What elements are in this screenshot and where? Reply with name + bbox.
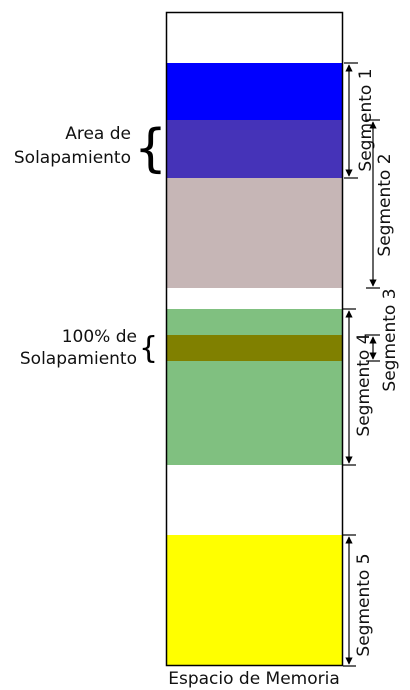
overlap-area-label-line1: Area de — [65, 124, 131, 144]
segment-2-block — [167, 178, 342, 288]
segment-5-dimension — [343, 534, 356, 667]
segment-5-label: Segmento 5 — [354, 553, 374, 656]
full-overlap-block — [167, 335, 342, 361]
overlap-area-brace: { — [134, 119, 167, 179]
full-overlap-label-line1: 100% de — [62, 327, 137, 347]
segment-4-dimension — [343, 308, 356, 466]
overlap-area-label-line2: Solapamiento — [14, 148, 131, 168]
full-overlap-brace: { — [139, 331, 158, 366]
segment-2-dimension — [366, 119, 380, 289]
segment-3-label: Segmento 3 — [380, 288, 400, 391]
memory-outline — [165, 11, 344, 667]
segment-4-label: Segmento 4 — [354, 333, 374, 436]
segment-4-block-bottom — [167, 361, 342, 465]
segment-3-dimension — [366, 334, 380, 362]
segment-1-block — [167, 63, 342, 120]
segment-4-block-top — [167, 309, 342, 335]
memory-space-label: Espacio de Memoria — [168, 669, 340, 689]
segment-5-block — [167, 535, 342, 666]
overlap-area-block — [167, 120, 342, 178]
segment-2-label: Segmento 2 — [375, 153, 395, 256]
segment-1-dimension — [344, 62, 358, 179]
full-overlap-label-line2: Solapamiento — [20, 349, 137, 369]
